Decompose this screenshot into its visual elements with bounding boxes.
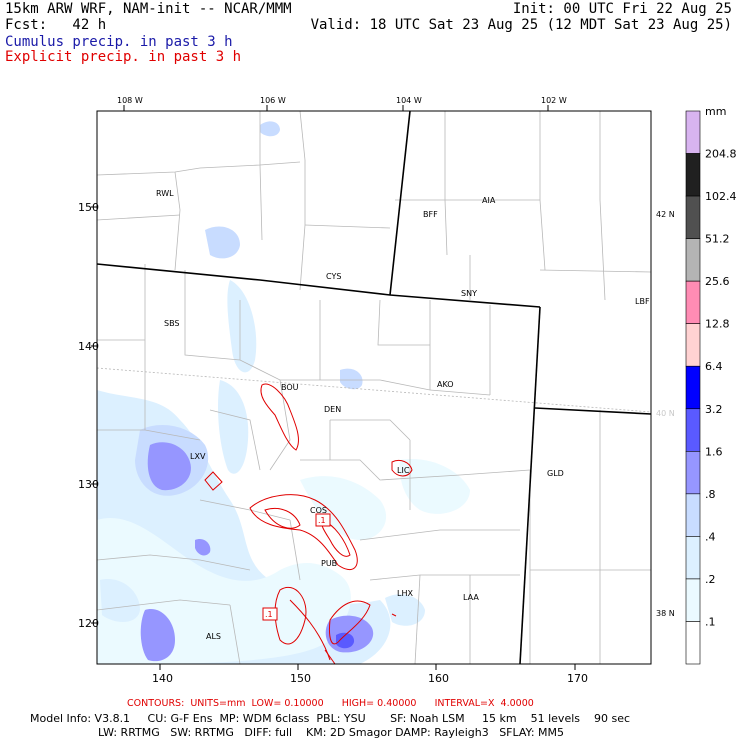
lat-38: 38 N — [656, 609, 675, 618]
svg-text:160: 160 — [428, 672, 449, 685]
colorbar-level-label: 12.8 — [705, 318, 730, 331]
station-pub: PUB — [321, 559, 337, 568]
station-bff: BFF — [423, 210, 438, 219]
contour-labels — [262, 513, 331, 621]
contour-label-1: .1 — [318, 516, 326, 525]
colorbar-unit: mm — [705, 105, 726, 118]
station-gld: GLD — [547, 469, 564, 478]
station-sbs: SBS — [164, 319, 180, 328]
lon-102: 102 W — [541, 96, 567, 105]
footer-contours: CONTOURS: UNITS=mm LOW= 0.10000 HIGH= 0.… — [127, 698, 534, 709]
station-lhx: LHX — [397, 589, 413, 598]
station-laa: LAA — [463, 593, 479, 602]
colorbar-level-label: 25.6 — [705, 275, 730, 288]
colorbar-level-label: 6.4 — [705, 360, 723, 373]
header-valid: Valid: 18 UTC Sat 23 Aug 25 (12 MDT Sat … — [310, 17, 732, 33]
svg-text:130: 130 — [78, 478, 99, 491]
station-aia: AIA — [482, 196, 496, 205]
colorbar-level-label: .8 — [705, 488, 716, 501]
footer-model-info-2: LW: RRTMG SW: RRTMG DIFF: full KM: 2D Sm… — [98, 726, 564, 739]
station-rwl: RWL — [156, 189, 174, 198]
colorbar-swatch — [685, 110, 701, 154]
station-lic: LIC — [397, 466, 410, 475]
lat-40: 40 N — [656, 409, 675, 418]
station-labels: RWL BFF AIA CYS SNY LBF SBS BOU DEN AKO … — [156, 189, 650, 641]
header-title: 15km ARW WRF, NAM-init -- NCAR/MMM — [5, 1, 292, 17]
legend-cumulus: Cumulus precip. in past 3 h — [5, 34, 233, 50]
longitude-ticks — [123, 105, 549, 111]
colorbar-swatch — [685, 578, 701, 622]
map-frame — [96, 110, 652, 665]
explicit-contours — [204, 383, 413, 664]
svg-text:170: 170 — [567, 672, 588, 685]
colorbar-level-label: 102.4 — [705, 190, 737, 203]
colorbar-level-label: .2 — [705, 573, 716, 586]
station-lxv: LXV — [190, 452, 206, 461]
colorbar-level-label: 1.6 — [705, 445, 723, 458]
state-borders — [97, 111, 651, 664]
colorbar-swatch — [685, 153, 701, 197]
footer-model-info-1: Model Info: V3.8.1 CU: G-F Ens MP: WDM 6… — [30, 712, 631, 725]
legend-explicit: Explicit precip. in past 3 h — [5, 49, 242, 65]
svg-text:140: 140 — [78, 340, 99, 353]
svg-text:140: 140 — [152, 672, 173, 685]
lon-108: 108 W — [117, 96, 143, 105]
longitude-labels: 108 W 106 W 104 W 102 W — [117, 96, 567, 105]
colorbar-swatch — [685, 621, 701, 665]
station-cys: CYS — [326, 272, 341, 281]
station-ako: AKO — [437, 380, 454, 389]
contour-label-2: .1 — [265, 610, 273, 619]
colorbar-swatch — [685, 323, 701, 367]
colorbar-level-label: 204.8 — [705, 148, 737, 161]
header-init: Init: 00 UTC Fri 22 Aug 25 — [512, 1, 732, 17]
colorbar: 204.8 102.4 51.2 25.6 12.8 6.4 3.2 1.6 .8 .4 .2 .1 — [685, 110, 737, 665]
station-sny: SNY — [461, 289, 477, 298]
colorbar-swatch — [685, 280, 701, 324]
lon-104: 104 W — [396, 96, 422, 105]
parallel-line — [97, 367, 651, 413]
station-den: DEN — [324, 405, 341, 414]
grid-x-labels: 140 150 160 170 — [152, 672, 588, 685]
colorbar-swatch — [685, 365, 701, 410]
county-lines — [97, 111, 651, 664]
svg-text:120: 120 — [78, 617, 99, 630]
colorbar-swatch — [685, 195, 701, 239]
station-lbf: LBF — [635, 297, 650, 306]
lon-106: 106 W — [260, 96, 286, 105]
grid-y-labels: 150 140 130 120 — [78, 201, 99, 630]
lat-42: 42 N — [656, 210, 675, 219]
station-als: ALS — [206, 632, 221, 641]
svg-text:150: 150 — [78, 201, 99, 214]
precip-shading — [97, 121, 470, 664]
station-cos: COS — [310, 506, 327, 515]
colorbar-swatch — [685, 536, 701, 580]
colorbar-level-label: .1 — [705, 615, 716, 628]
colorbar-level-label: 51.2 — [705, 233, 730, 246]
colorbar-swatch — [685, 493, 701, 537]
colorbar-swatch — [685, 408, 701, 452]
colorbar-swatch — [685, 238, 701, 282]
colorbar-level-label: .4 — [705, 530, 716, 543]
grid-y-ticks — [91, 206, 576, 670]
colorbar-swatch — [685, 451, 701, 495]
header-forecast: Fcst: 42 h — [5, 17, 107, 33]
colorbar-level-label: 3.2 — [705, 403, 723, 416]
station-bou: BOU — [281, 383, 299, 392]
svg-text:150: 150 — [290, 672, 311, 685]
